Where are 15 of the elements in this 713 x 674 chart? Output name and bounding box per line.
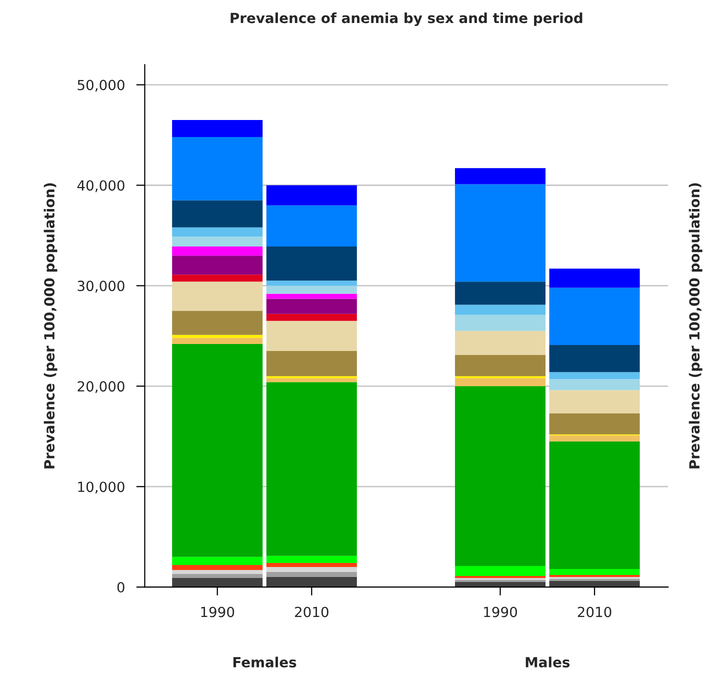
y-tick-label: 30,000: [78, 280, 124, 293]
x-tick-label: 2010: [294, 606, 328, 618]
y-tick-label: 0: [117, 582, 124, 593]
y-tick-label: 20,000: [78, 381, 124, 394]
y-axis-title: Prevalence (per 100,000 population): [44, 183, 58, 468]
x-tick-label: 1990: [484, 606, 517, 618]
y-tick-label: 10,000: [78, 482, 124, 494]
text: Females: [233, 656, 296, 668]
y-tick-label: 50,000: [78, 80, 124, 92]
chart-title: Prevalence of anemia by sex and time period: [230, 12, 582, 26]
y2-axis-title: Prevalence (per 100,000 population): [688, 183, 702, 468]
y-tick-label: 40,000: [77, 180, 124, 192]
text: Males: [526, 656, 570, 668]
x-tick-label: 2010: [578, 606, 612, 618]
x-tick-label: 1990: [201, 606, 234, 618]
